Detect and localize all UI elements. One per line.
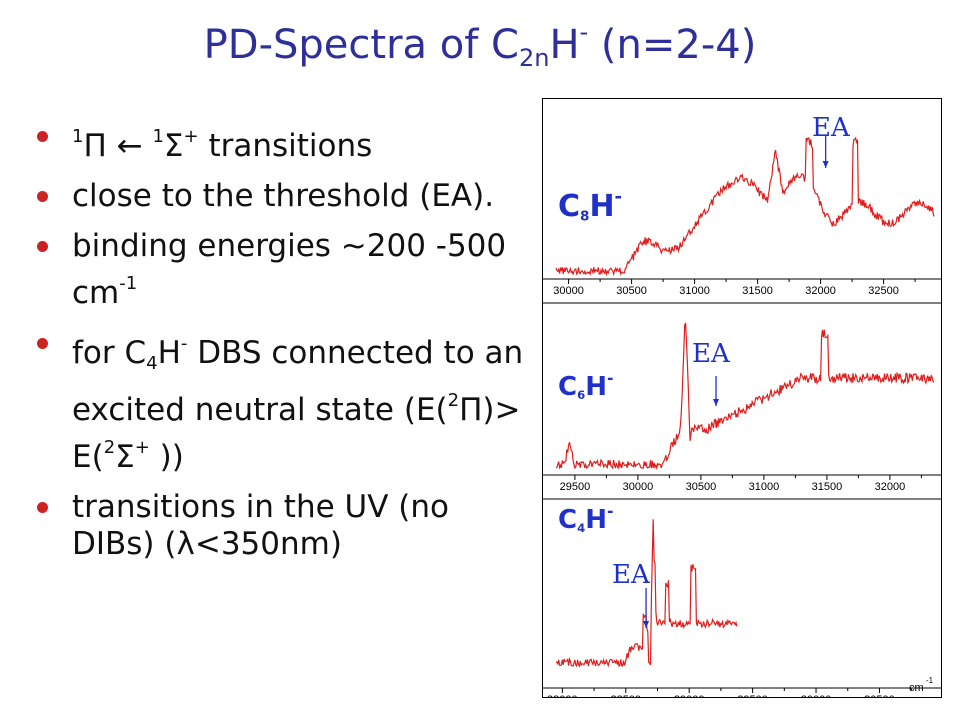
tick-label: 30000	[801, 694, 832, 698]
bullet-text-part: transitions	[198, 128, 373, 164]
bullet-dot	[37, 191, 48, 202]
bullet-text-part: Π	[459, 392, 483, 428]
ea-arrow-head	[822, 161, 829, 168]
bullet-text-part: +	[134, 437, 150, 458]
unit-label: cm	[909, 682, 924, 694]
molecule-label: C8H-	[558, 187, 622, 225]
bullet-text-part: ))	[149, 439, 184, 475]
bullet-text-part: H	[157, 335, 181, 371]
bullet-text: close to the threshold (EA).	[72, 178, 495, 214]
ea-label: EA	[612, 560, 651, 590]
spectra-figure: 30000 30500 31000 31500 32000 32500C8H-EA2950…	[542, 98, 942, 698]
tick-label: 29000	[674, 694, 705, 698]
tick-label: 30000	[623, 481, 654, 493]
lambda-symbol: λ	[176, 526, 195, 562]
bullet-item-threshold: close to the threshold (EA).	[34, 178, 524, 215]
bullet-text-part: 2	[447, 390, 460, 411]
molecule-label-part: H	[585, 372, 607, 402]
molecule-label-part: -	[607, 369, 613, 387]
tick-label: 32000	[805, 285, 836, 297]
bullet-item-transitions: 1Π ← 1Σ+ transitions	[34, 118, 524, 165]
spectrum-trace	[555, 136, 935, 277]
spectrum-panel: 30000 30500 31000 31500 32000 32500 C8H- EA	[542, 113, 942, 304]
bullet-text-part: 1	[152, 126, 164, 147]
bullet-text-part: 2	[103, 437, 116, 458]
bullet-text: <350nm)	[194, 526, 342, 562]
title-tail: (n=2-4)	[588, 22, 757, 68]
bullet-text-part: +	[183, 126, 199, 147]
bullet-text-part: Π	[83, 128, 107, 164]
bullet-text: binding energies ~200 -500 cm	[72, 228, 507, 311]
molecule-label-part: C	[558, 372, 577, 402]
spectra-panels: 30000 30500 31000 31500 32000 32500C8H-EA2950…	[542, 113, 942, 698]
tick-label: 31000	[749, 481, 780, 493]
molecule-label-part: H	[589, 189, 614, 224]
bullet-item-c4h: for C4H- DBS connected to an excited neu…	[34, 325, 524, 476]
tick-label: 28500	[610, 694, 641, 698]
bullet-text-part: 1	[72, 126, 84, 147]
molecule-label-part: 4	[577, 521, 585, 535]
bullet-dot	[37, 241, 48, 252]
molecule-label-part: -	[615, 187, 622, 208]
bullet-text: transitions in the UV (no DIBs) (	[72, 489, 449, 562]
bullet-text-part: Σ	[115, 439, 135, 475]
ea-label: EA	[812, 113, 851, 143]
tick-label: 31500	[812, 481, 843, 493]
bullet-item-binding-energies: binding energies ~200 -500 cm-1	[34, 228, 524, 312]
bullet-text-part: ←	[106, 128, 153, 164]
title-main: PD-Spectra of C	[203, 22, 519, 68]
molecule-label-part: C	[558, 189, 580, 224]
tick-label: 30500	[686, 481, 717, 493]
title-subscript: 2n	[518, 44, 550, 72]
title-h: H	[549, 22, 580, 68]
tick-label: 30000	[553, 285, 584, 297]
bullet-text-part: )> E(	[72, 392, 521, 475]
ea-label: EA	[692, 339, 731, 369]
title-superscript: -	[579, 18, 589, 46]
figure-frame	[542, 98, 942, 698]
bullet-dot	[37, 502, 48, 513]
tick-label: 30500	[616, 285, 647, 297]
bullet-item-uv: transitions in the UV (no DIBs) (λ<350nm…	[34, 489, 524, 563]
tick-label: 30500	[864, 694, 895, 698]
molecule-label-part: 6	[577, 388, 585, 402]
bullet-text-part: DBS connected to an excited neutral stat…	[72, 335, 524, 428]
tick-label: 29500	[737, 694, 768, 698]
bullet-list: 1Π ← 1Σ+ transitions close to the thresh…	[34, 118, 524, 576]
tick-label: 31000	[679, 285, 710, 297]
molecule-label-part: 8	[580, 209, 589, 225]
bullet-text-part: Σ	[163, 128, 184, 164]
tick-label: 32500	[868, 285, 899, 297]
ea-arrow-head	[643, 621, 650, 628]
molecule-label: C6H-	[558, 369, 613, 402]
tick-label: 29500	[560, 481, 591, 493]
tick-label: 28000	[547, 694, 578, 698]
spectrum-panel: 29500 30000 30500 31000 31500 32000 C6H- EA	[542, 322, 942, 500]
spectrum-panel: 28000 28500 29000 29500 30000 30500 C4H- EA	[542, 502, 942, 698]
bullet-text-part: -	[180, 333, 188, 354]
bullet-dot	[37, 338, 48, 349]
molecule-label-part: H	[585, 505, 607, 535]
molecule-label: C4H-	[558, 502, 613, 535]
molecule-label-part: -	[607, 502, 613, 520]
slide-title: PD-Spectra of C2nH- (n=2-4)	[0, 18, 960, 72]
spectrum-trace	[555, 322, 935, 471]
molecule-label-part: C	[558, 505, 577, 535]
unit-superscript: -1	[926, 676, 934, 685]
tick-label: 31500	[742, 285, 773, 297]
bullet-dot	[37, 131, 48, 142]
bullet-text-part: for C	[72, 335, 147, 371]
bullet-text-part: 4	[146, 353, 158, 374]
ea-arrow-head	[713, 399, 720, 406]
tick-label: 32000	[875, 481, 906, 493]
bullet-text-part: -1	[119, 273, 138, 294]
